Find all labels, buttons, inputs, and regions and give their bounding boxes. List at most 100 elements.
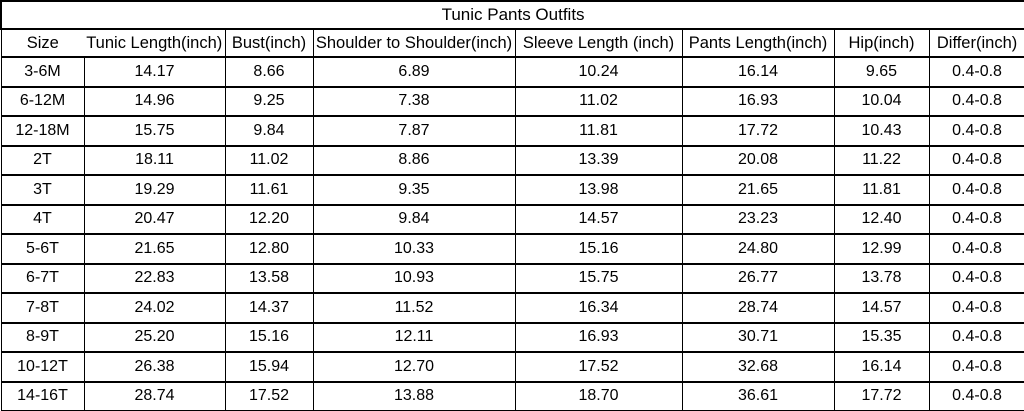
value-cell-bust: 11.02	[224, 144, 314, 176]
value-cell-hip: 10.04	[833, 85, 930, 117]
value-cell-bust: 15.94	[224, 351, 314, 383]
value-cell-sleeve-length: 15.16	[514, 233, 683, 265]
value-cell-shoulder-to-shoulder: 9.84	[312, 203, 516, 235]
value-cell-hip: 10.43	[833, 115, 930, 147]
size-cell: 6-7T	[0, 262, 85, 294]
value-cell-sleeve-length: 13.39	[514, 144, 683, 176]
table-title: Tunic Pants Outfits	[0, 0, 1024, 30]
value-cell-differ: 0.4-0.8	[928, 174, 1024, 206]
value-cell-hip: 15.35	[833, 321, 930, 353]
value-cell-differ: 0.4-0.8	[928, 233, 1024, 265]
value-cell-bust: 11.61	[224, 174, 314, 206]
value-cell-pants-length: 26.77	[681, 262, 835, 294]
value-cell-pants-length: 23.23	[681, 203, 835, 235]
value-cell-differ: 0.4-0.8	[928, 144, 1024, 176]
value-cell-shoulder-to-shoulder: 12.11	[312, 321, 516, 353]
size-cell: 12-18M	[0, 115, 85, 147]
value-cell-shoulder-to-shoulder: 8.86	[312, 144, 516, 176]
value-cell-pants-length: 16.93	[681, 85, 835, 117]
value-cell-shoulder-to-shoulder: 10.33	[312, 233, 516, 265]
value-cell-sleeve-length: 14.57	[514, 203, 683, 235]
table-row: 2T 18.11 11.02 8.86 13.39 20.08 11.22 0.4-0.8	[0, 144, 1024, 176]
title-row: Tunic Pants Outfits	[0, 0, 1024, 30]
value-cell-bust: 13.58	[224, 262, 314, 294]
table-row: 3-6M 14.17 8.66 6.89 10.24 16.14 9.65 0.4-0.8	[0, 56, 1024, 88]
value-cell-pants-length: 36.61	[681, 380, 835, 411]
value-cell-pants-length: 32.68	[681, 351, 835, 383]
value-cell-sleeve-length: 17.52	[514, 351, 683, 383]
value-cell-shoulder-to-shoulder: 9.35	[312, 174, 516, 206]
value-cell-hip: 13.78	[833, 262, 930, 294]
value-cell-pants-length: 28.74	[681, 292, 835, 324]
value-cell-tunic-length: 19.29	[83, 174, 226, 206]
value-cell-hip: 17.72	[833, 380, 930, 411]
value-cell-bust: 9.84	[224, 115, 314, 147]
value-cell-tunic-length: 22.83	[83, 262, 226, 294]
value-cell-bust: 12.20	[224, 203, 314, 235]
value-cell-shoulder-to-shoulder: 11.52	[312, 292, 516, 324]
value-cell-differ: 0.4-0.8	[928, 380, 1024, 411]
table-row: 4T 20.47 12.20 9.84 14.57 23.23 12.40 0.4-0.8	[0, 203, 1024, 235]
size-cell: 8-9T	[0, 321, 85, 353]
table-row: 10-12T 26.38 15.94 12.70 17.52 32.68 16.14 0.4-…	[0, 351, 1024, 383]
value-cell-hip: 16.14	[833, 351, 930, 383]
value-cell-bust: 12.80	[224, 233, 314, 265]
value-cell-bust: 15.16	[224, 321, 314, 353]
table-row: 6-7T 22.83 13.58 10.93 15.75 26.77 13.78 0.4-0.…	[0, 262, 1024, 294]
value-cell-tunic-length: 20.47	[83, 203, 226, 235]
table-row: 7-8T 24.02 14.37 11.52 16.34 28.74 14.57 0.4-0.…	[0, 292, 1024, 324]
value-cell-bust: 14.37	[224, 292, 314, 324]
table-row: 8-9T 25.20 15.16 12.11 16.93 30.71 15.35 0.4-0.…	[0, 321, 1024, 353]
table-row: 5-6T 21.65 12.80 10.33 15.16 24.80 12.99 0.4-0.…	[0, 233, 1024, 265]
header-cell-hip: Hip(inch)	[833, 28, 930, 58]
value-cell-shoulder-to-shoulder: 6.89	[312, 56, 516, 88]
value-cell-hip: 11.22	[833, 144, 930, 176]
value-cell-sleeve-length: 11.02	[514, 85, 683, 117]
size-cell: 5-6T	[0, 233, 85, 265]
value-cell-sleeve-length: 18.70	[514, 380, 683, 411]
value-cell-pants-length: 30.71	[681, 321, 835, 353]
value-cell-tunic-length: 25.20	[83, 321, 226, 353]
header-cell-bust: Bust(inch)	[224, 28, 314, 58]
header-row: Size Tunic Length(inch) Bust(inch) Shoulder…	[0, 28, 1024, 58]
value-cell-shoulder-to-shoulder: 7.38	[312, 85, 516, 117]
value-cell-tunic-length: 14.96	[83, 85, 226, 117]
value-cell-sleeve-length: 13.98	[514, 174, 683, 206]
value-cell-pants-length: 20.08	[681, 144, 835, 176]
header-cell-differ: Differ(inch)	[928, 28, 1024, 58]
value-cell-tunic-length: 18.11	[83, 144, 226, 176]
value-cell-hip: 14.57	[833, 292, 930, 324]
value-cell-differ: 0.4-0.8	[928, 203, 1024, 235]
value-cell-tunic-length: 28.74	[83, 380, 226, 411]
value-cell-sleeve-length: 15.75	[514, 262, 683, 294]
value-cell-shoulder-to-shoulder: 10.93	[312, 262, 516, 294]
value-cell-differ: 0.4-0.8	[928, 85, 1024, 117]
value-cell-tunic-length: 24.02	[83, 292, 226, 324]
value-cell-pants-length: 17.72	[681, 115, 835, 147]
value-cell-tunic-length: 26.38	[83, 351, 226, 383]
value-cell-differ: 0.4-0.8	[928, 321, 1024, 353]
value-cell-differ: 0.4-0.8	[928, 351, 1024, 383]
size-cell: 14-16T	[0, 380, 85, 411]
value-cell-differ: 0.4-0.8	[928, 115, 1024, 147]
value-cell-sleeve-length: 10.24	[514, 56, 683, 88]
header-cell-shoulder-to-shoulder: Shoulder to Shoulder(inch)	[312, 28, 516, 58]
value-cell-tunic-length: 14.17	[83, 56, 226, 88]
size-cell: 7-8T	[0, 292, 85, 324]
size-cell: 2T	[0, 144, 85, 176]
header-cell-size: Size	[0, 28, 84, 58]
value-cell-pants-length: 24.80	[681, 233, 835, 265]
table-row: 12-18M 15.75 9.84 7.87 11.81 17.72 10.43 0.4-0.…	[0, 115, 1024, 147]
header-cell-sleeve-length: Sleeve Length (inch)	[514, 28, 683, 58]
value-cell-hip: 9.65	[833, 56, 930, 88]
value-cell-pants-length: 16.14	[681, 56, 835, 88]
header-cell-tunic-length: Tunic Length(inch)	[83, 28, 226, 58]
value-cell-bust: 9.25	[224, 85, 314, 117]
size-cell: 3-6M	[0, 56, 85, 88]
value-cell-hip: 11.81	[833, 174, 930, 206]
value-cell-differ: 0.4-0.8	[928, 292, 1024, 324]
value-cell-tunic-length: 21.65	[83, 233, 226, 265]
size-cell: 4T	[0, 203, 85, 235]
value-cell-sleeve-length: 11.81	[514, 115, 683, 147]
